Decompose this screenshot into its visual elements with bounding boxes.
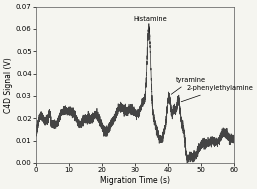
- Text: Histamine: Histamine: [133, 16, 167, 33]
- Text: tyramine: tyramine: [171, 77, 206, 94]
- Text: 2-phenylethylamine: 2-phenylethylamine: [181, 85, 253, 102]
- X-axis label: Migration Time (s): Migration Time (s): [100, 176, 170, 185]
- Y-axis label: C4D Signal (V): C4D Signal (V): [4, 57, 13, 113]
